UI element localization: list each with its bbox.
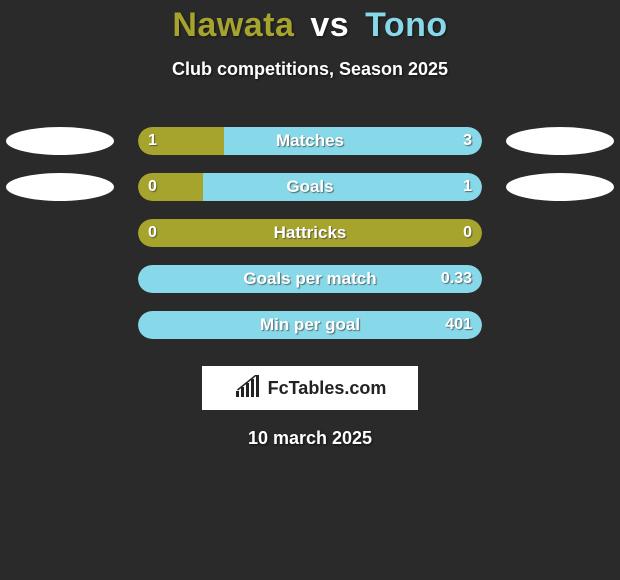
right-value: 401 (435, 311, 482, 339)
left-value (138, 265, 158, 293)
fill-left (138, 219, 482, 247)
right-ellipse (506, 173, 614, 201)
fill-right (203, 173, 482, 201)
stat-bar: 01Goals (138, 173, 482, 201)
left-value (138, 311, 158, 339)
right-ellipse (506, 127, 614, 155)
player1-name: Nawata (172, 6, 294, 44)
stat-row: 00Hattricks (0, 210, 620, 256)
stat-row: 401Min per goal (0, 302, 620, 348)
comparison-infographic: Nawata vs Tono Club competitions, Season… (0, 0, 620, 580)
stat-rows: 13Matches01Goals00Hattricks0.33Goals per… (0, 118, 620, 348)
bar-chart-icon (234, 375, 262, 402)
subtitle: Club competitions, Season 2025 (0, 59, 620, 80)
title: Nawata vs Tono (0, 0, 620, 45)
right-value: 0.33 (431, 265, 482, 293)
fill-right (224, 127, 482, 155)
left-value: 1 (138, 127, 167, 155)
left-ellipse (6, 127, 114, 155)
left-ellipse (6, 173, 114, 201)
brand-text: FcTables.com (268, 378, 387, 399)
date-label: 10 march 2025 (0, 428, 620, 449)
left-value: 0 (138, 219, 167, 247)
stat-bar: 00Hattricks (138, 219, 482, 247)
title-vs: vs (310, 6, 349, 44)
stat-bar: 13Matches (138, 127, 482, 155)
right-value: 0 (453, 219, 482, 247)
stat-row: 0.33Goals per match (0, 256, 620, 302)
brand-logo-box: FcTables.com (202, 366, 418, 410)
stat-bar: 0.33Goals per match (138, 265, 482, 293)
stat-row: 01Goals (0, 164, 620, 210)
right-value: 3 (453, 127, 482, 155)
stat-row: 13Matches (0, 118, 620, 164)
left-value: 0 (138, 173, 167, 201)
player2-name: Tono (365, 6, 448, 44)
stat-bar: 401Min per goal (138, 311, 482, 339)
fill-right (138, 311, 482, 339)
right-value: 1 (453, 173, 482, 201)
